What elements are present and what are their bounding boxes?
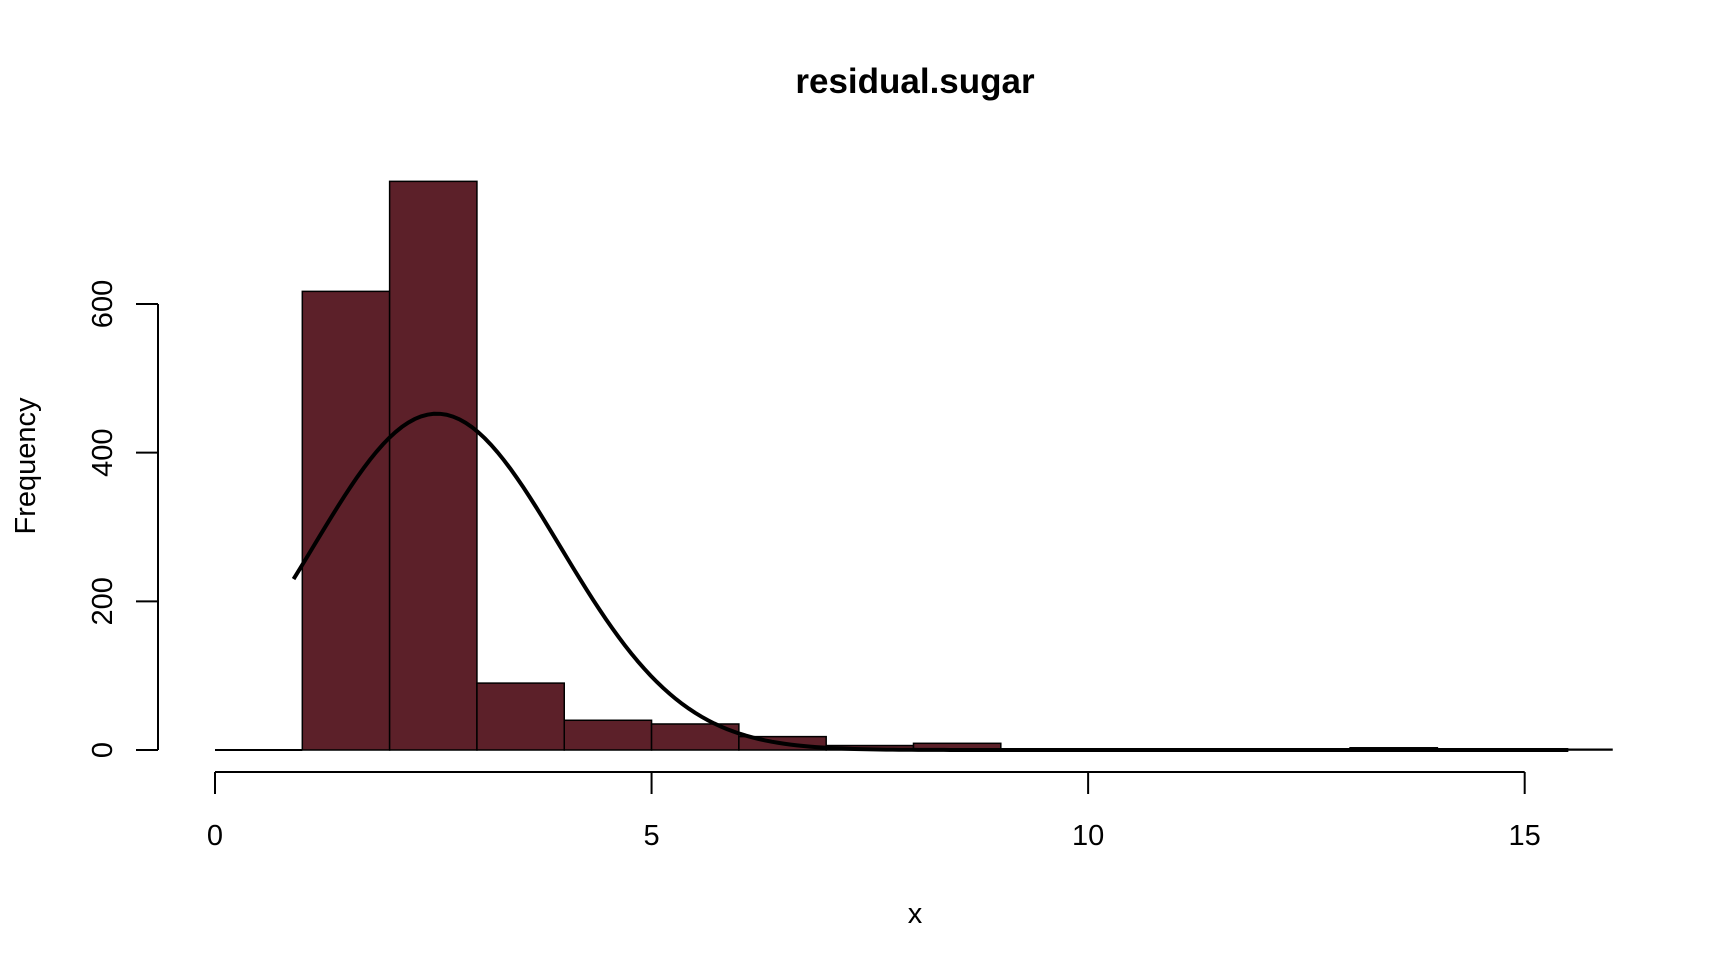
- histogram-bar: [476, 682, 565, 751]
- y-tick-label: 400: [87, 428, 119, 476]
- x-tick-label: 0: [207, 820, 223, 852]
- x-axis-label: x: [908, 898, 923, 930]
- histogram-bar: [301, 290, 391, 751]
- histogram-bar: [388, 180, 478, 751]
- bars: [215, 180, 1613, 751]
- normal-density-curve: [291, 411, 1569, 752]
- chart-title: residual.sugar: [795, 62, 1035, 101]
- histogram-bar: [563, 719, 653, 751]
- x-tick-label: 10: [1072, 820, 1104, 852]
- x-tick-label: 15: [1509, 820, 1541, 852]
- y-tick-label: 600: [87, 280, 119, 328]
- y-axis: 0 200 400 600: [87, 280, 159, 758]
- y-tick-label: 0: [87, 742, 119, 758]
- y-tick-label: 200: [87, 577, 119, 625]
- x-tick-label: 5: [643, 820, 659, 852]
- y-axis-label: Frequency: [10, 397, 42, 535]
- x-axis: 0 5 10 15: [207, 771, 1541, 852]
